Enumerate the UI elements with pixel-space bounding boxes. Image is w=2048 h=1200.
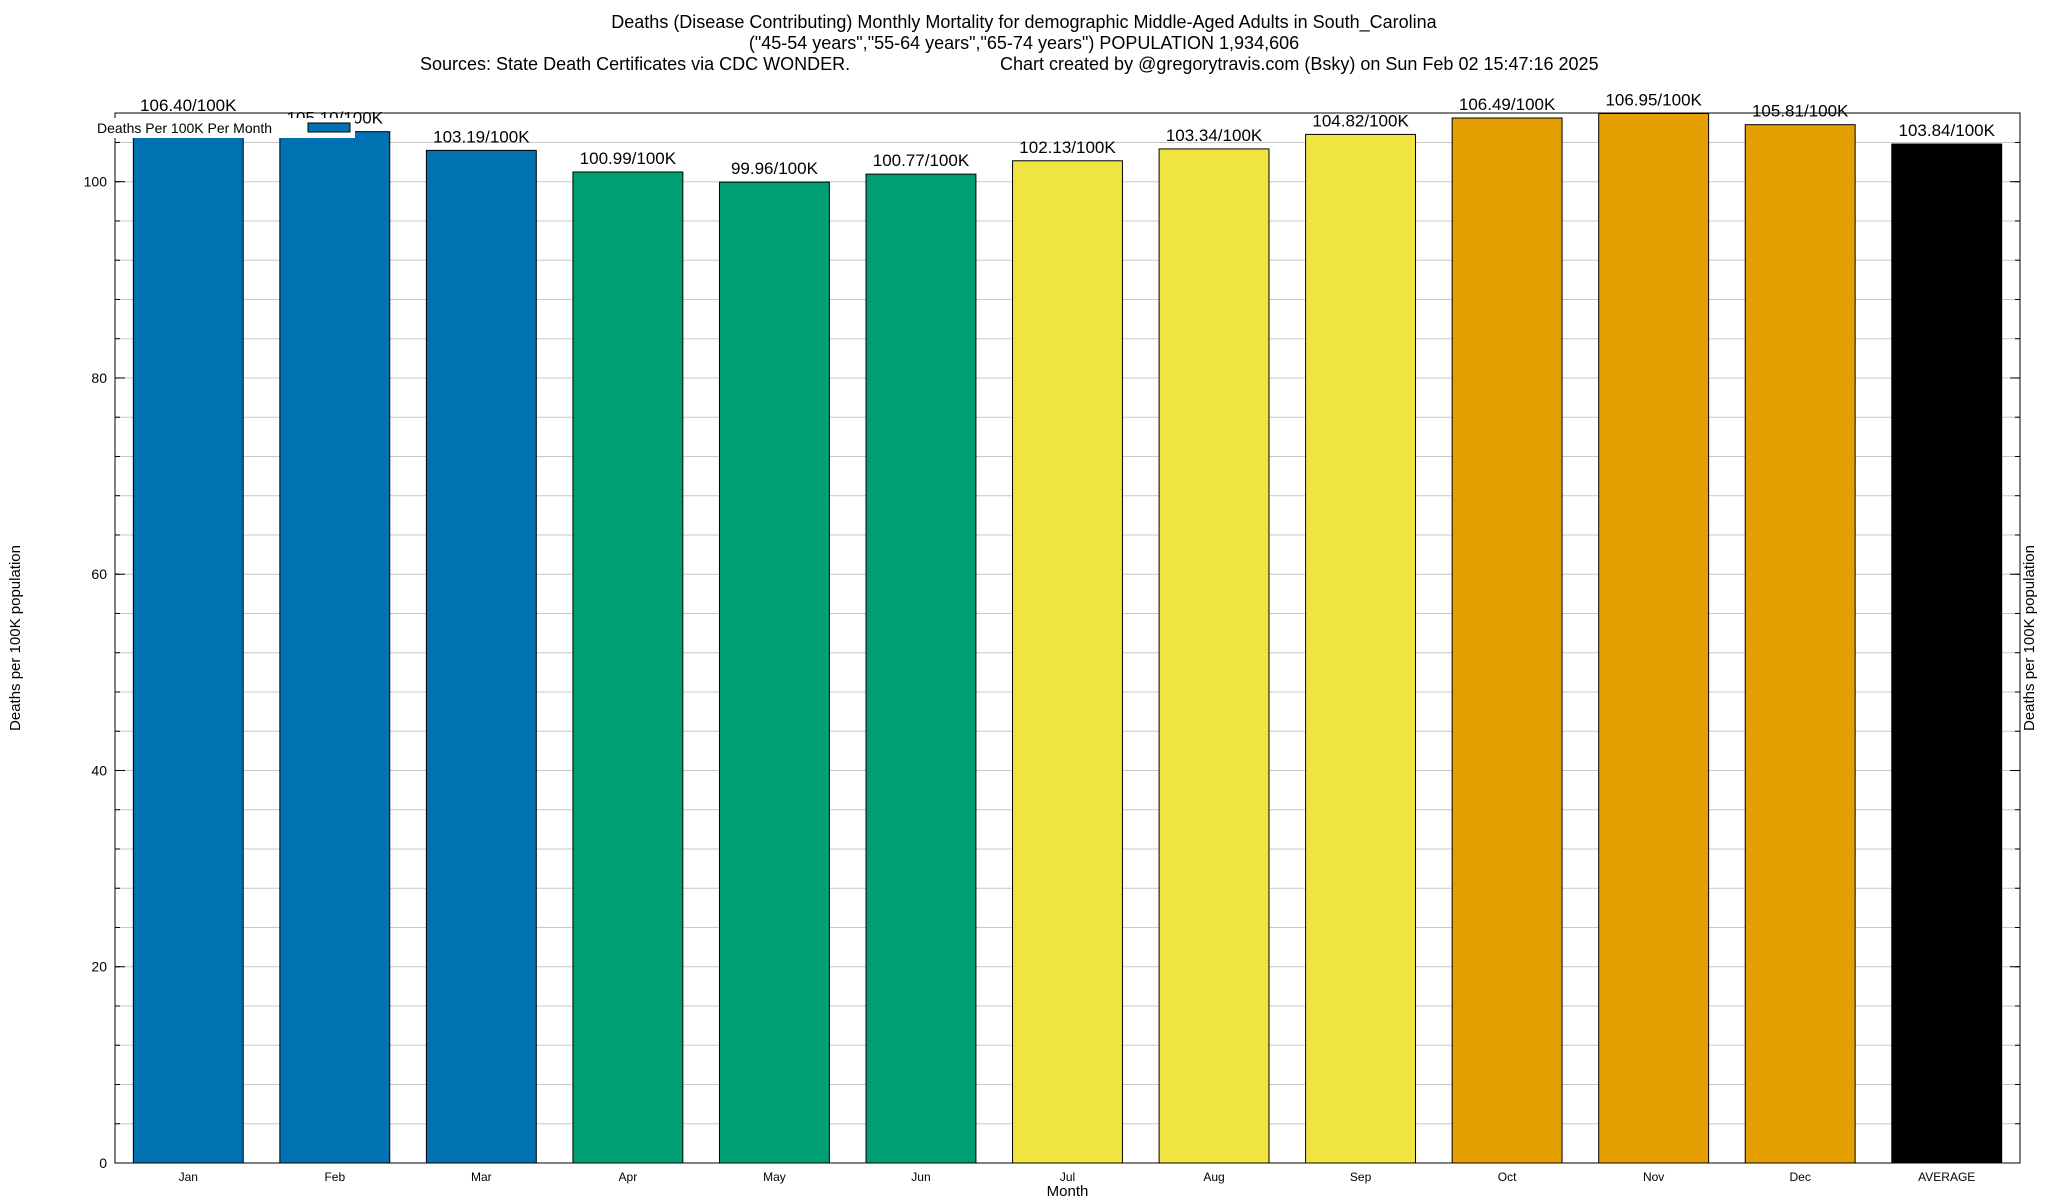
x-tick-label: Aug: [1203, 1170, 1224, 1184]
value-label: 100.99/100K: [580, 149, 677, 168]
y-axis-title-right: Deaths per 100K population: [2021, 545, 2038, 731]
value-label: 104.82/100K: [1312, 111, 1409, 130]
bar-jun: [865, 173, 977, 1164]
value-label: 105.81/100K: [1752, 102, 1849, 121]
chart-subtitle: ("45-54 years","55-64 years","65-74 year…: [748, 33, 1300, 53]
x-tick-label: Feb: [324, 1170, 345, 1184]
x-tick-label: Apr: [619, 1170, 638, 1184]
x-tick-label: Dec: [1790, 1170, 1811, 1184]
bar-jan: [132, 118, 244, 1164]
value-label: 106.95/100K: [1605, 90, 1702, 109]
x-tick-label: May: [763, 1170, 786, 1184]
bar-jul: [1012, 160, 1123, 1164]
bars: [132, 112, 2003, 1164]
y-tick-label: 0: [99, 1155, 107, 1171]
y-tick-label: 40: [91, 762, 107, 778]
x-tick-label: Jun: [911, 1170, 930, 1184]
plot-frame: [114, 112, 2021, 1164]
value-label: 100.77/100K: [873, 151, 970, 170]
bar-aug: [1158, 148, 1270, 1164]
axes: 0 20 40 60 80 100 Jan Feb Mar Apr May Jun Jul Aug Sep O…: [7, 112, 2038, 1200]
value-label: 106.49/100K: [1459, 95, 1556, 114]
y-tick-label: 20: [91, 959, 107, 975]
x-tick-label: AVERAGE: [1918, 1170, 1975, 1184]
x-tick-label: Jul: [1060, 1170, 1075, 1184]
chart-sources: Sources: State Death Certificates via CD…: [420, 54, 851, 74]
y-tick-label: 60: [91, 566, 107, 582]
chart-title: Deaths (Disease Contributing) Monthly Mo…: [611, 12, 1437, 32]
x-tick-label: Sep: [1350, 1170, 1372, 1184]
legend-swatch: [307, 122, 351, 133]
x-tick-label: Oct: [1498, 1170, 1517, 1184]
bar-nov: [1598, 112, 1710, 1164]
x-tick-label: Jan: [179, 1170, 198, 1184]
bar-dec: [1744, 124, 1856, 1164]
legend: Deaths Per 100K Per Month: [93, 118, 355, 138]
bar-sep: [1305, 133, 1417, 1164]
y-tick-label: 80: [91, 370, 107, 386]
chart-credit: Chart created by @gregorytravis.com (Bsk…: [1000, 54, 1599, 74]
x-tick-label: Nov: [1643, 1170, 1664, 1184]
chart-title-block: Deaths (Disease Contributing) Monthly Mo…: [0, 12, 2048, 54]
value-label: 99.96/100K: [731, 159, 819, 178]
bar-average: [1891, 143, 2003, 1164]
x-axis-title: Month: [1047, 1183, 1089, 1200]
legend-box: [93, 118, 355, 138]
value-label: 106.40/100K: [140, 96, 237, 115]
bar-feb: [279, 131, 391, 1164]
x-tick-label: Mar: [471, 1170, 492, 1184]
bar-oct: [1451, 117, 1563, 1164]
value-label: 103.19/100K: [433, 127, 530, 146]
value-label: 103.34/100K: [1166, 126, 1263, 145]
bar-apr: [572, 171, 684, 1164]
value-label: 103.84/100K: [1899, 121, 1996, 140]
y-tick-label: 100: [84, 174, 108, 190]
y-axis-title: Deaths per 100K population: [7, 545, 24, 731]
bar-may: [718, 181, 830, 1164]
value-label: 102.13/100K: [1019, 138, 1116, 157]
legend-label: Deaths Per 100K Per Month: [97, 120, 272, 136]
bar-mar: [425, 149, 537, 1164]
